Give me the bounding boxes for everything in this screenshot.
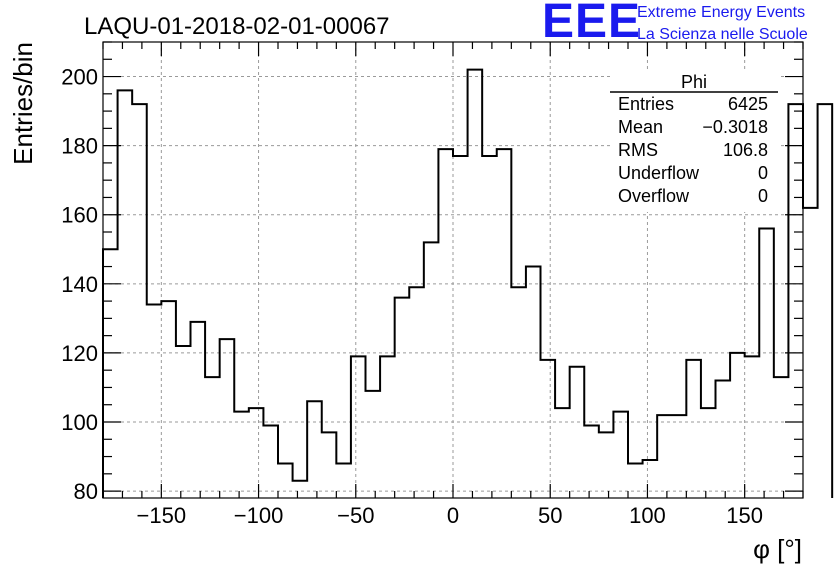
- x-tick-label: 50: [538, 503, 562, 528]
- eee-brand: EEE Extreme Energy Events La Scienza nel…: [542, 0, 832, 48]
- y-tick-labels: 80 100 120 140 160 180 200: [61, 65, 98, 505]
- histogram-outline: [102, 68, 834, 498]
- x-tick-label: −100: [234, 503, 284, 528]
- stats-value-mean: −0.3018: [702, 117, 768, 137]
- x-tick-labels: −150 −100 −50 0 50 100 150: [137, 503, 763, 528]
- stats-box-background: [610, 72, 778, 212]
- y-axis-label: Entries/bin: [8, 42, 38, 165]
- x-tick-label: −150: [137, 503, 187, 528]
- stats-value-rms: 106.8: [723, 140, 768, 160]
- axis-ticks: [102, 41, 804, 498]
- x-tick-label: 150: [726, 503, 763, 528]
- x-axis-label: φ [°]: [753, 534, 802, 564]
- y-tick-label: 160: [61, 203, 98, 228]
- stats-label-overflow: Overflow: [618, 186, 690, 206]
- stats-value-entries: 6425: [728, 94, 768, 114]
- stats-box: Phi Entries 6425 Mean −0.3018 RMS 106.8 …: [610, 72, 778, 212]
- brand-tagline-1: Extreme Energy Events: [637, 4, 806, 21]
- x-tick-label: −50: [337, 503, 374, 528]
- y-tick-label: 200: [61, 65, 98, 90]
- y-tick-label: 140: [61, 272, 98, 297]
- y-tick-label: 80: [74, 479, 98, 504]
- brand-tagline-2: La Scienza nelle Scuole: [637, 26, 808, 43]
- stats-value-overflow: 0: [758, 186, 768, 206]
- eee-logo: EEE: [542, 0, 642, 48]
- y-tick-label: 180: [61, 134, 98, 159]
- stats-label-entries: Entries: [618, 94, 674, 114]
- stats-label-underflow: Underflow: [618, 163, 700, 183]
- y-tick-label: 100: [61, 410, 98, 435]
- stats-value-underflow: 0: [758, 163, 768, 183]
- stats-label-rms: RMS: [618, 140, 658, 160]
- plot-frame: [102, 41, 804, 499]
- x-tick-label: 100: [629, 503, 666, 528]
- stats-label-mean: Mean: [618, 117, 663, 137]
- y-tick-label: 120: [61, 341, 98, 366]
- x-tick-label: 0: [447, 503, 459, 528]
- chart-title: LAQU-01-2018-02-01-00067: [84, 13, 390, 40]
- stats-box-title: Phi: [681, 72, 707, 92]
